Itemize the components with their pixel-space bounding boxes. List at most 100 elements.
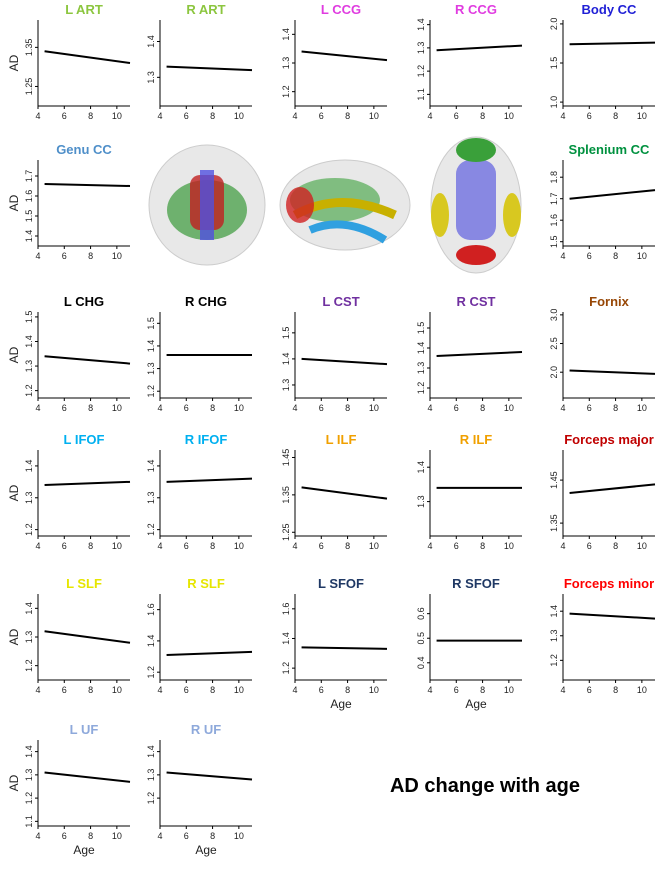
y-tick-label: 1.4 [549,605,559,618]
y-tick-label: 1.6 [24,190,34,203]
y-tick-label: 1.2 [146,792,156,805]
panel-title: L SLF [66,576,102,591]
y-axis-label: AD [7,774,21,791]
x-tick-label: 4 [292,403,297,413]
y-tick-label: 1.3 [416,495,426,508]
y-tick-label: 1.7 [24,170,34,183]
x-tick-label: 4 [157,403,162,413]
panel: R SLF 1.2 1.4 1.6 4 6 8 10 [146,576,253,695]
x-tick-label: 10 [369,685,379,695]
y-tick-label: 2.0 [549,18,559,31]
x-tick-label: 10 [637,541,647,551]
y-tick-label: 1.2 [24,384,34,397]
panel: Fornix 2.0 2.5 3.0 4 6 8 10 [549,294,656,413]
x-tick-label: 10 [112,685,122,695]
x-tick-label: 6 [319,403,324,413]
trend-line [166,771,253,781]
y-tick-label: 2.0 [549,366,559,379]
panel: R CCG 1.1 1.2 1.3 1.4 4 6 8 10 [416,2,523,121]
panel: L ILF 1.25 1.35 1.45 4 6 8 10 [281,432,388,551]
panel: L CST 1.3 1.4 1.5 4 6 8 10 [281,294,388,413]
trend-line [301,486,388,500]
x-tick-label: 8 [210,541,215,551]
y-tick-label: 1.2 [416,65,426,78]
x-tick-label: 8 [210,831,215,841]
x-tick-label: 10 [234,685,244,695]
y-tick-label: 1.3 [146,71,156,84]
x-tick-label: 10 [112,541,122,551]
y-tick-label: 1.1 [24,815,34,828]
y-tick-label: 1.5 [549,57,559,70]
y-tick-label: 1.6 [549,214,559,227]
x-axis-label: Age [465,697,487,711]
x-tick-label: 10 [504,111,514,121]
y-axis-label: AD [7,628,21,645]
y-axis-label: AD [7,484,21,501]
x-tick-label: 4 [35,831,40,841]
y-tick-label: 1.4 [146,340,156,353]
tract-red [456,245,496,265]
panel: L SFOF 1.2 1.4 1.6 4 6 8 10 Age [281,576,388,711]
panel: R ART 1.3 1.4 4 6 8 10 [146,2,253,121]
panel-title: L CCG [321,2,361,17]
x-tick-label: 10 [234,111,244,121]
y-tick-label: 1.1 [416,88,426,101]
y-tick-label: 1.3 [24,769,34,782]
panel: Genu CC 1.4 1.5 1.6 1.7 4 6 8 10 AD [7,142,131,261]
x-tick-label: 6 [62,403,67,413]
x-tick-label: 6 [62,251,67,261]
x-tick-label: 8 [480,403,485,413]
x-tick-label: 4 [560,403,565,413]
panel-title: R CCG [455,2,497,17]
x-tick-label: 8 [613,403,618,413]
x-tick-label: 8 [345,403,350,413]
panel: Forceps major 1.35 1.45 4 6 8 10 [549,432,656,551]
x-tick-label: 6 [587,541,592,551]
y-tick-label: 1.3 [281,57,291,70]
y-tick-label: 1.35 [281,486,291,504]
panel-title: L IFOF [64,432,105,447]
x-tick-label: 10 [369,111,379,121]
x-tick-label: 10 [369,403,379,413]
x-tick-label: 6 [184,541,189,551]
panel-title: R IFOF [185,432,228,447]
y-tick-label: 0.5 [416,632,426,645]
y-tick-label: 1.2 [24,523,34,536]
x-tick-label: 6 [184,403,189,413]
x-tick-label: 6 [184,111,189,121]
brain-renderings [148,136,522,274]
y-tick-label: 1.4 [146,460,156,473]
x-tick-label: 10 [637,685,647,695]
figure-annotation: AD change with age [390,775,580,797]
trend-line [301,646,388,650]
y-tick-label: 1.6 [146,603,156,616]
y-tick-label: 1.35 [549,514,559,532]
panel: R IFOF 1.2 1.3 1.4 4 6 8 10 [146,432,253,551]
x-tick-label: 10 [637,111,647,121]
x-tick-label: 4 [157,685,162,695]
x-tick-label: 10 [234,831,244,841]
x-tick-label: 4 [35,685,40,695]
x-tick-label: 6 [454,403,459,413]
trend-line [569,41,656,46]
x-tick-label: 4 [292,111,297,121]
y-tick-label: 1.3 [24,360,34,373]
y-tick-label: 1.3 [281,379,291,392]
panel-title: L SFOF [318,576,364,591]
x-tick-label: 4 [427,541,432,551]
x-tick-label: 4 [560,251,565,261]
y-tick-label: 1.3 [146,769,156,782]
y-tick-label: 1.2 [281,85,291,98]
y-axis-label: AD [7,346,21,363]
x-axis-label: Age [73,843,95,857]
x-tick-label: 8 [88,111,93,121]
panel-title: R CHG [185,294,227,309]
y-tick-label: 1.2 [146,666,156,679]
panel-title: R UF [191,722,221,737]
panel-title: Body CC [582,2,638,17]
y-tick-label: 1.45 [281,449,291,467]
panel: L SLF 1.2 1.3 1.4 4 6 8 10 AD [7,576,131,695]
x-tick-label: 8 [480,685,485,695]
trend-line [569,369,656,375]
